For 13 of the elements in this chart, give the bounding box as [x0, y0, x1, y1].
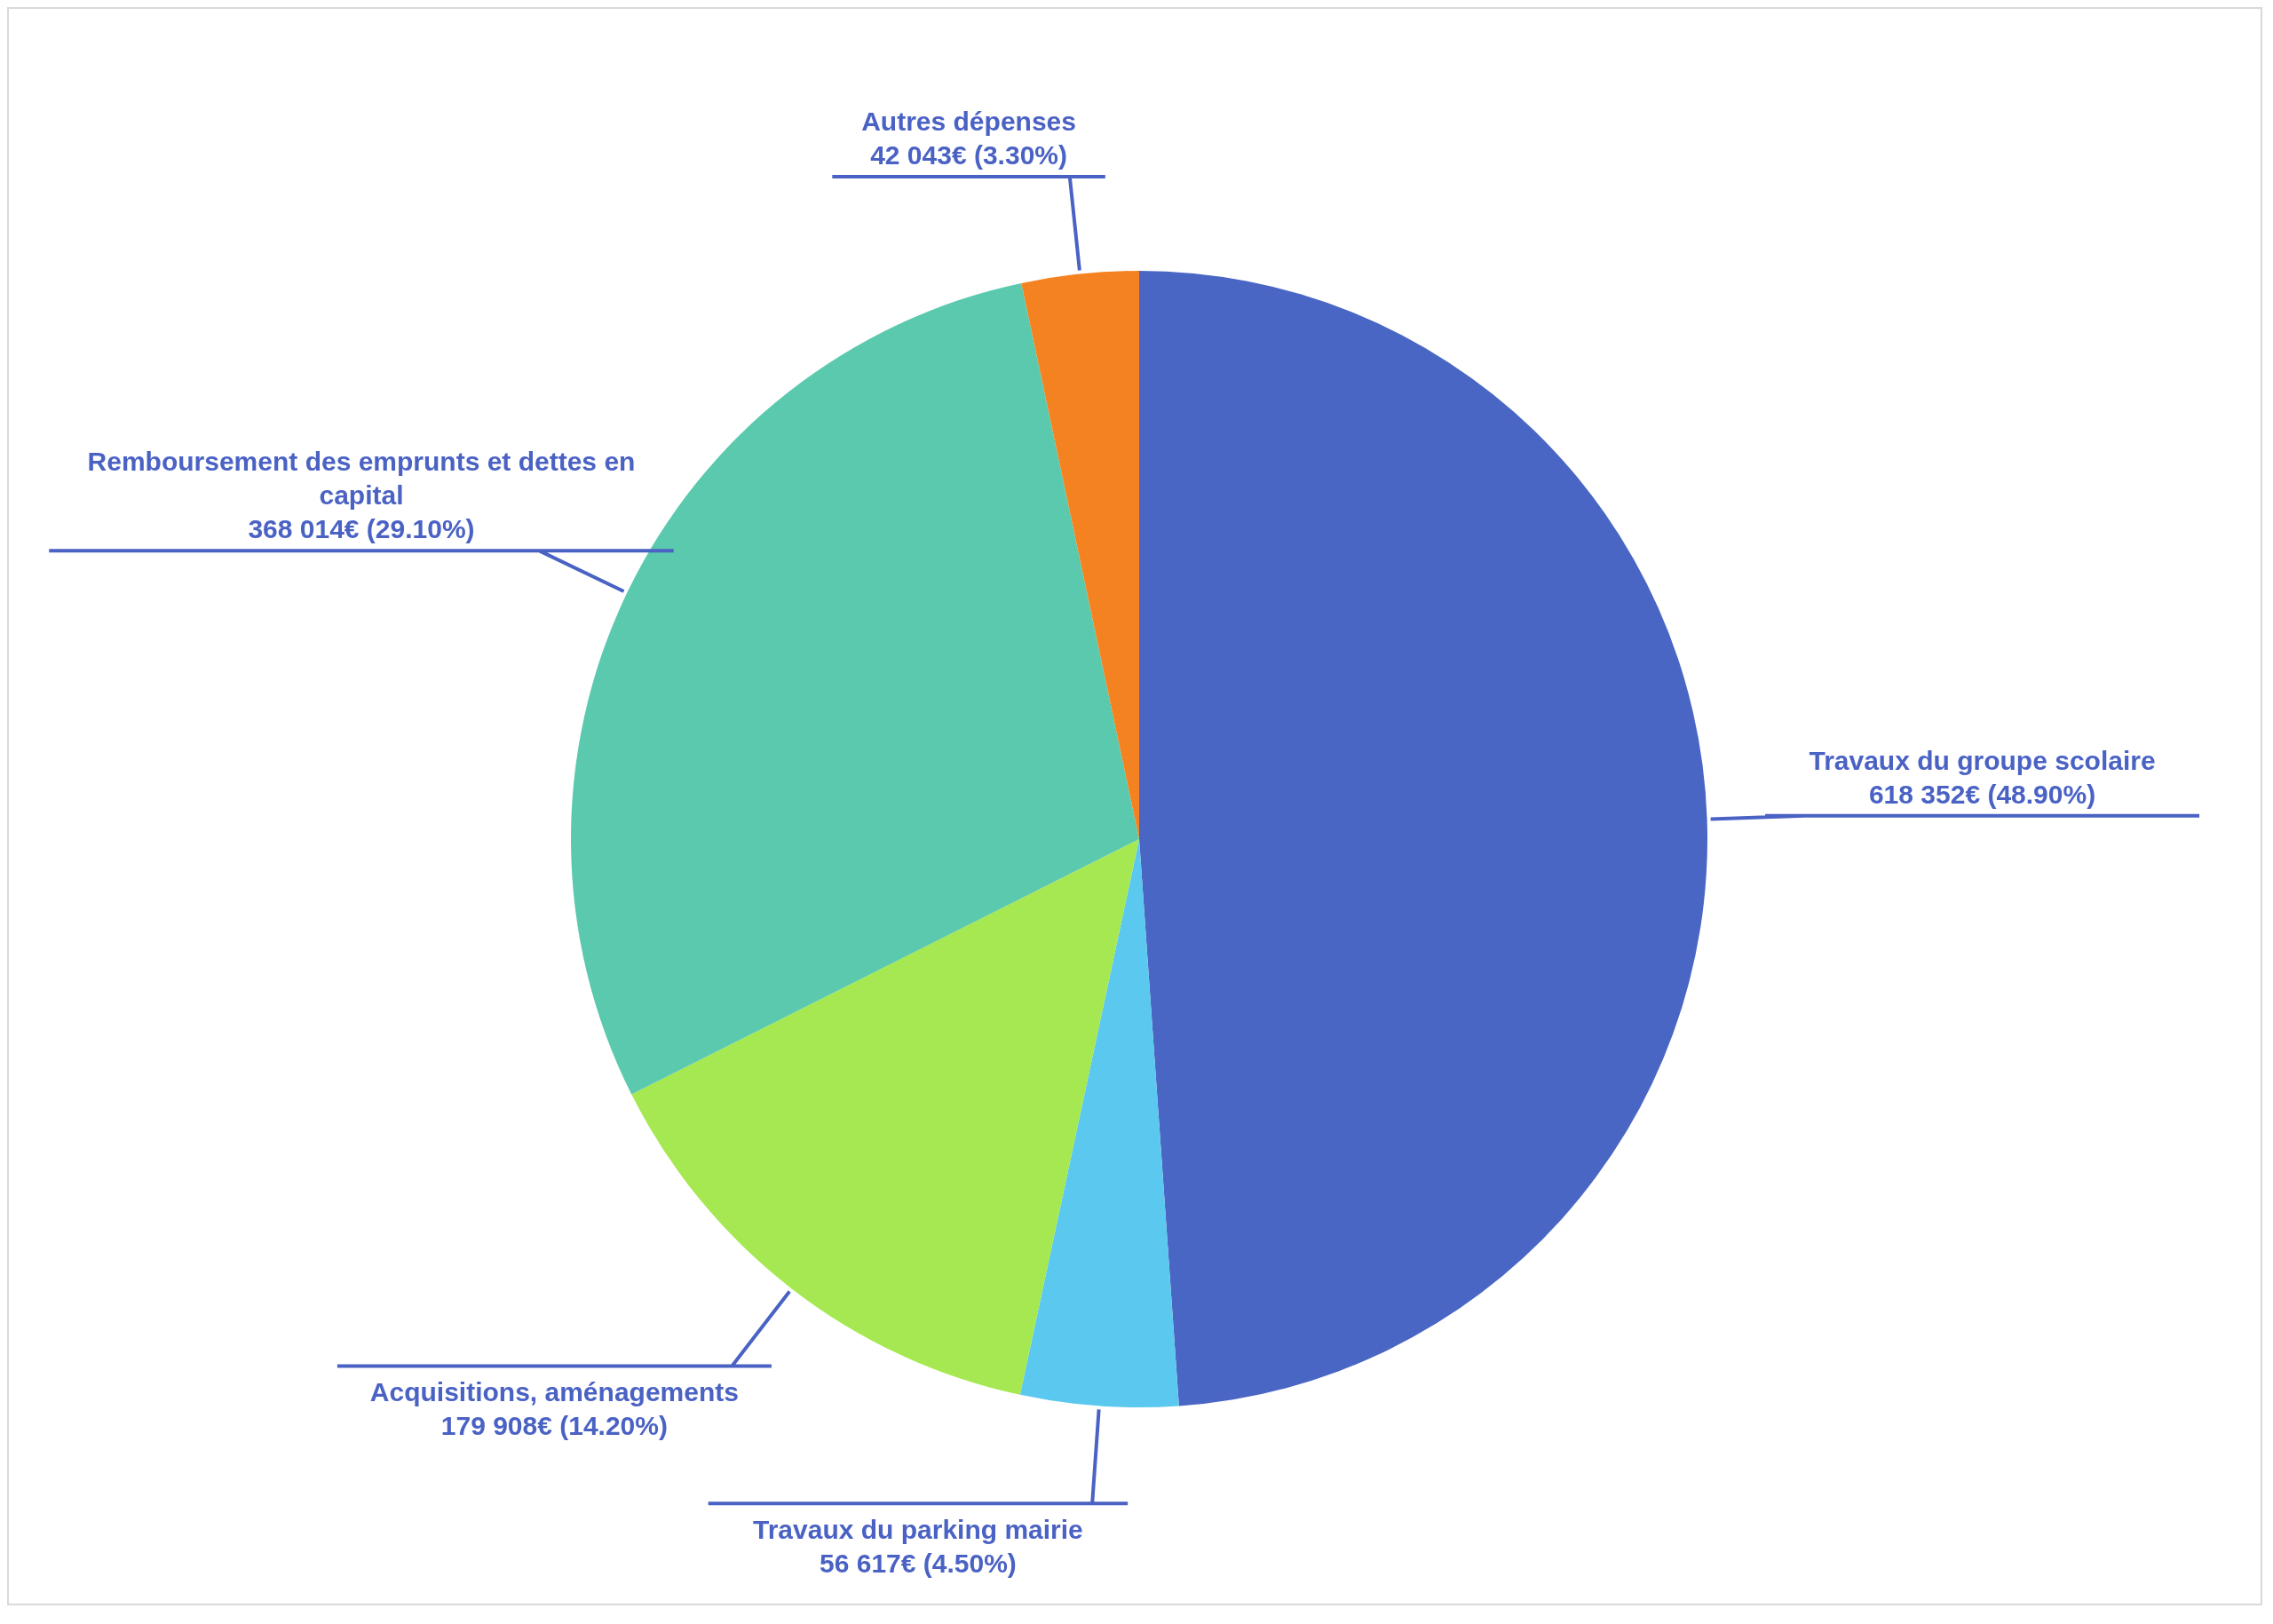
data-label: 56 617€ (4.50%) [820, 1549, 1017, 1579]
slice-label: Travaux du groupe scolaire [1809, 745, 2156, 775]
data-label: 618 352€ (48.90%) [1868, 779, 2096, 809]
slice-label: Autres dépenses [861, 107, 1076, 137]
pie-slice [1021, 271, 1139, 839]
slice-label: Travaux du parking mairie [753, 1515, 1083, 1545]
pie-slice [1019, 839, 1179, 1407]
pie-slice [1139, 271, 1707, 1406]
data-label: 368 014€ (29.10%) [248, 514, 475, 544]
data-label: 179 908€ (14.20%) [440, 1411, 668, 1441]
slice-label: Acquisitions, aménagements [369, 1377, 739, 1407]
slice-label: Remboursement des emprunts et dettes en capital [87, 447, 636, 511]
data-label: 42 043€ (3.30%) [870, 140, 1067, 170]
